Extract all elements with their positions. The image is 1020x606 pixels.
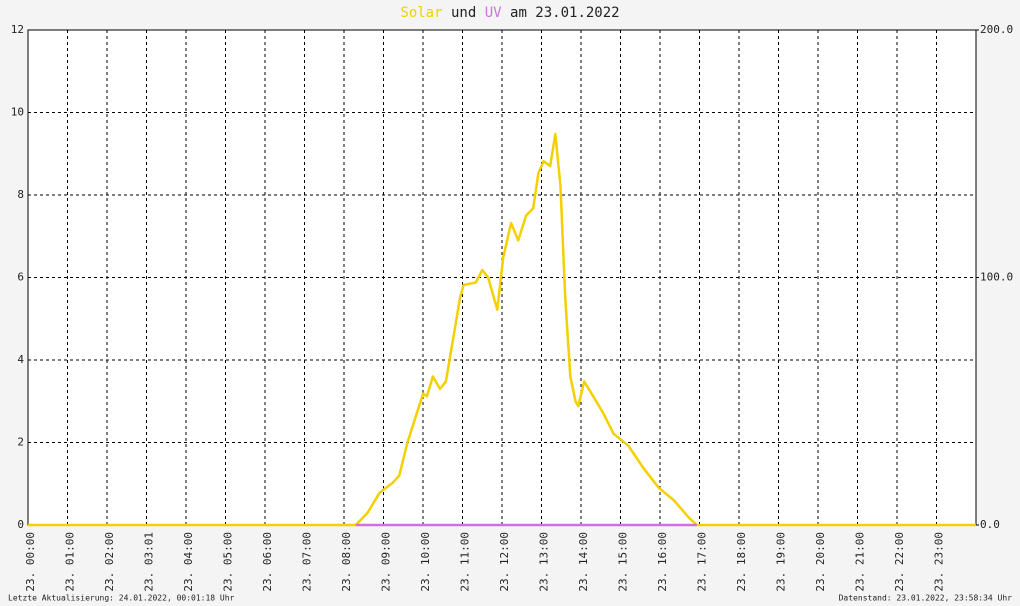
x-tick-label: 23. 21:00 [854,532,867,592]
footer-left: Letzte Aktualisierung: 24.01.2022, 00:01… [8,594,235,603]
x-tick-label: 23. 06:00 [261,532,274,592]
x-tick-label: 23. 19:00 [775,532,788,592]
x-tick-label: 23. 02:00 [103,532,116,592]
y-tick-label: 2 [17,436,24,449]
x-tick-label: 23. 09:00 [380,532,393,592]
x-tick-label: 23. 14:00 [577,532,590,592]
series-line [28,132,976,527]
title-uv: UV [485,5,502,21]
y2-tick-label: 0.0 [980,518,1000,531]
x-tick-label: 23. 15:00 [617,532,630,592]
x-tick-label: 23. 22:00 [893,532,906,592]
title-date: am 23.01.2022 [510,5,620,21]
x-tick-label: 23. 07:00 [301,532,314,592]
x-tick-label: 23. 05:00 [222,532,235,592]
y-tick-label: 10 [11,106,24,119]
x-tick-label: 23. 18:00 [735,532,748,592]
x-tick-label: 23. 01:00 [64,532,77,592]
y-tick-label: 12 [11,23,24,36]
y-tick-label: 0 [17,518,24,531]
x-tick-label: 23. 11:00 [459,532,472,592]
chart-title: Solar und UV am 23.01.2022 [400,5,619,21]
x-tick-label: 23. 17:00 [696,532,709,592]
x-tick-label: 23. 08:00 [340,532,353,592]
y-tick-label: 4 [17,353,24,366]
x-tick-label: 23. 04:00 [182,532,195,592]
footer-right: Datenstand: 23.01.2022, 23:58:34 Uhr [839,594,1013,603]
title-und: und [451,5,476,21]
x-tick-label: 23. 10:00 [419,532,432,592]
y-tick-label: 8 [17,188,24,201]
x-tick-label: 23. 13:00 [538,532,551,592]
x-tick-label: 23. 03:01 [143,532,156,592]
x-tick-label: 23. 00:00 [24,532,37,592]
y-tick-label: 6 [17,271,24,284]
x-tick-label: 23. 20:00 [814,532,827,592]
title-solar: Solar [400,5,442,21]
x-tick-label: 23. 16:00 [656,532,669,592]
x-tick-label: 23. 23:00 [933,532,946,592]
y2-tick-label: 100.0 [980,271,1013,284]
x-tick-label: 23. 12:00 [498,532,511,592]
y2-tick-label: 200.0 [980,23,1013,36]
